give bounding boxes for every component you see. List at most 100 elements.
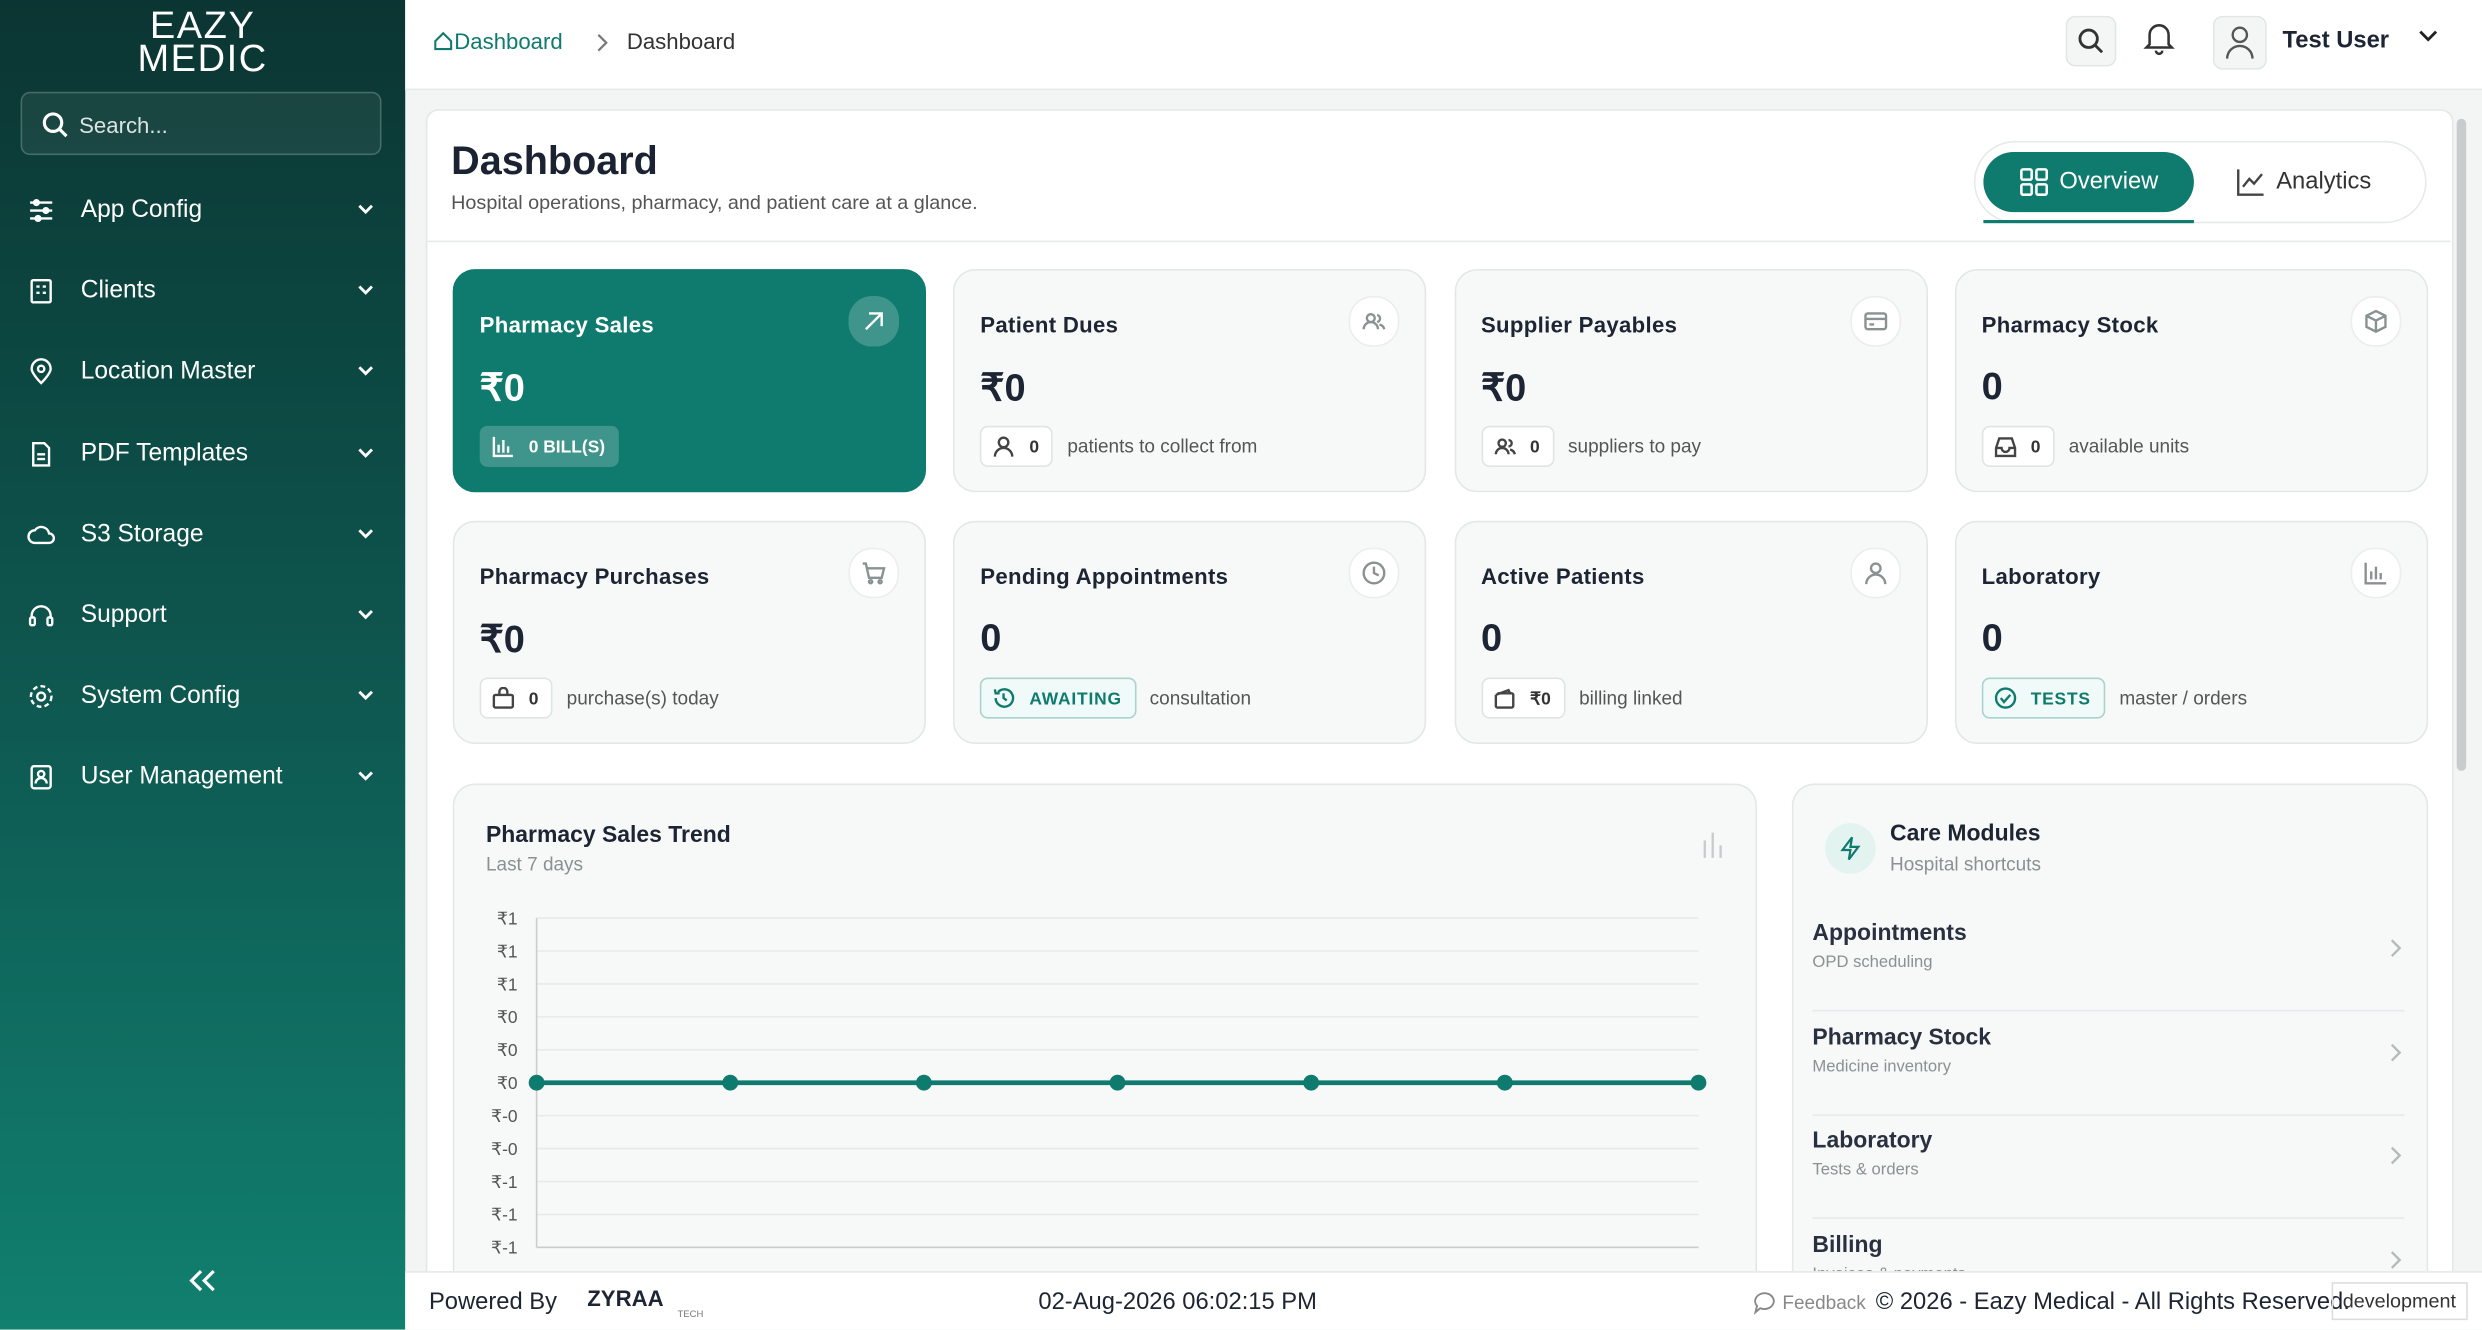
stat-card[interactable]: Supplier Payables ₹0 0 suppliers to pay	[1454, 269, 1928, 493]
badge-text: 0	[2030, 438, 2041, 458]
tab[interactable]: Overview	[1983, 151, 2194, 213]
card-icon	[1349, 296, 1400, 347]
menu-icon	[27, 525, 55, 544]
menu-label: S3 Storage	[80, 520, 204, 548]
badge-text: 0	[528, 690, 539, 710]
y-tick-label: ₹1	[497, 941, 518, 961]
user-name[interactable]: Test User	[2282, 26, 2390, 54]
logo[interactable]: EAZY MEDIC	[0, 7, 405, 78]
search-box[interactable]: Search...	[20, 91, 382, 156]
module-chevron	[2390, 1250, 2402, 1268]
stat-card[interactable]: Pharmacy Sales ₹0 0 BILL(S)	[452, 269, 927, 493]
menu-icon	[32, 441, 51, 466]
icon	[1994, 437, 2017, 458]
menu-chevron	[358, 609, 373, 620]
badge-text: AWAITING	[1029, 690, 1122, 710]
tab-group: Overview Analytics	[1973, 140, 2427, 224]
card-title: Pharmacy Purchases	[479, 563, 710, 589]
menu-item[interactable]: Clients	[0, 260, 405, 323]
menu-item[interactable]: Support	[0, 584, 405, 647]
menu-item[interactable]: App Config	[0, 179, 405, 242]
menu-chevron	[358, 447, 373, 458]
breadcrumb-link[interactable]: Dashboard	[454, 28, 563, 54]
icon	[492, 686, 515, 709]
footer: Powered By ZYRAA TECH 02-Aug-2026 06:02:…	[405, 1271, 2482, 1330]
chart-title: Pharmacy Sales Trend	[486, 821, 731, 847]
card-badge: 0	[1480, 425, 1554, 467]
card-title: Laboratory	[1981, 563, 2101, 589]
menu-label: Support	[80, 601, 167, 629]
breadcrumb-current: Dashboard	[626, 28, 736, 54]
module-name: Billing	[1812, 1232, 1883, 1258]
icon	[1362, 313, 1386, 330]
stat-card[interactable]: Laboratory 0 TESTS master / orders	[1954, 520, 2429, 744]
sidebar: EAZY MEDIC Search... App Config Clients Lo…	[0, 0, 406, 1330]
badge-text: 0 BILL(S)	[528, 438, 606, 458]
user-menu-chevron[interactable]	[2417, 27, 2439, 46]
menu-item[interactable]: User Management	[0, 746, 405, 809]
card-note: available units	[2068, 435, 2190, 458]
icon	[994, 688, 1015, 708]
card-badge: 0	[1981, 425, 2055, 467]
scrollbar[interactable]	[2456, 118, 2467, 771]
modules-title: Care Modules	[1889, 821, 2041, 847]
card-note: purchase(s) today	[566, 686, 719, 710]
env-badge: development	[2331, 1282, 2468, 1321]
card-note: patients to collect from	[1067, 435, 1258, 458]
menu-label: PDF Templates	[80, 439, 248, 467]
stat-card[interactable]: Pharmacy Stock 0 0 available units	[1954, 269, 2429, 493]
menu-item[interactable]: System Config	[0, 665, 405, 728]
menu-label: Location Master	[80, 358, 256, 386]
module-chevron	[2390, 1146, 2402, 1165]
point	[915, 1074, 932, 1091]
card-value: ₹0	[479, 367, 525, 410]
notification-button[interactable]	[2142, 19, 2177, 57]
module-desc: Medicine inventory	[1812, 1056, 1952, 1076]
badge-text: TESTS	[2030, 690, 2091, 710]
stat-card[interactable]: Patient Dues ₹0 0 patients to collect from	[953, 269, 1427, 493]
menu-label: User Management	[80, 763, 283, 791]
icon	[1994, 687, 2017, 709]
module-link[interactable]: Appointments OPD scheduling	[1812, 909, 2405, 1012]
home-icon	[434, 31, 453, 51]
stat-card[interactable]: Active Patients 0 ₹0 billing linked	[1454, 520, 1928, 744]
card-icon	[1849, 547, 1901, 599]
tab-icon	[2020, 168, 2048, 196]
menu-chevron	[358, 366, 373, 377]
stat-card[interactable]: Pending Appointments 0 AWAITING consultatio…	[953, 520, 1427, 744]
menu-chevron	[358, 285, 373, 296]
tab[interactable]: Analytics	[2200, 152, 2415, 212]
icon	[862, 562, 886, 585]
card-icon	[2350, 296, 2402, 347]
card-badge: ₹0	[1480, 677, 1566, 719]
point	[1109, 1074, 1126, 1091]
top-bar: Dashboard Dashboard Test User	[405, 0, 2482, 91]
stat-card[interactable]: Pharmacy Purchases ₹0 0 purchase(s) today	[452, 520, 927, 744]
module-chevron	[2390, 939, 2402, 957]
menu-item[interactable]: S3 Storage	[0, 503, 405, 566]
module-link[interactable]: Laboratory Tests & orders	[1812, 1116, 2405, 1219]
card-icon	[2350, 547, 2402, 599]
collapse-button[interactable]	[187, 1266, 219, 1294]
y-tick-label: ₹0	[497, 1073, 518, 1093]
icon	[865, 312, 883, 331]
menu-item[interactable]: PDF Templates	[0, 422, 405, 485]
card-note: suppliers to pay	[1568, 435, 1702, 458]
feedback-link[interactable]: Feedback	[1782, 1291, 1866, 1314]
module-desc: OPD scheduling	[1812, 952, 1933, 972]
y-tick-label: ₹-1	[491, 1205, 518, 1225]
card-note: master / orders	[2119, 686, 2248, 710]
module-link[interactable]: Pharmacy Stock Medicine inventory	[1812, 1012, 2405, 1116]
icon	[492, 436, 513, 458]
menu-item[interactable]: Location Master	[0, 341, 405, 404]
powered-by: Powered By	[428, 1288, 557, 1316]
tab-label: Analytics	[2276, 167, 2372, 195]
icon	[1840, 836, 1861, 861]
y-tick-label: ₹1	[497, 974, 518, 994]
module-chevron	[2390, 1043, 2402, 1061]
point	[722, 1074, 739, 1091]
feedback-icon	[1753, 1292, 1775, 1315]
search-button[interactable]	[2065, 15, 2117, 67]
avatar[interactable]	[2212, 15, 2267, 70]
